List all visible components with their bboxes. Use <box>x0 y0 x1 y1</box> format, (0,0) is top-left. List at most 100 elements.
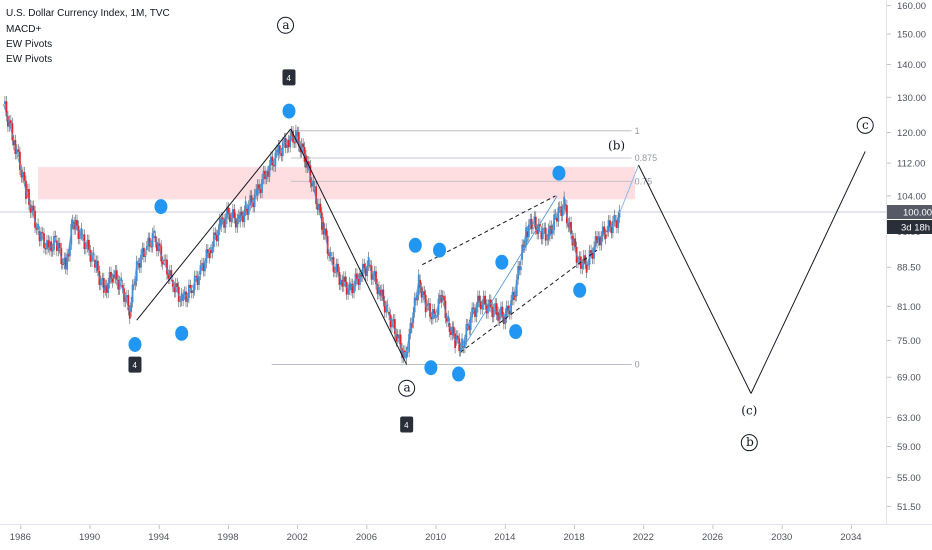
x-tick-label-9: 2022 <box>633 532 654 543</box>
price-bar-190 <box>281 142 284 157</box>
price-bar-166 <box>246 208 249 215</box>
x-tick-label-5: 2006 <box>356 532 377 543</box>
price-bar-5 <box>11 123 14 141</box>
price-bar-122 <box>182 294 185 301</box>
price-bar-214 <box>316 203 319 210</box>
price-bar-141 <box>209 250 212 254</box>
price-bar-250 <box>369 264 371 266</box>
price-bar-171 <box>253 194 256 208</box>
price-bar-89 <box>134 281 137 285</box>
price-bar-420 <box>610 227 613 234</box>
price-bar-21 <box>35 227 38 230</box>
price-bar-174 <box>258 184 260 190</box>
price-bar-359 <box>523 245 526 248</box>
price-bar-288 <box>423 291 426 295</box>
fib-level-label-2: 0.75 <box>635 176 653 186</box>
pivot-tag-box-0 <box>282 69 296 86</box>
price-bar-283 <box>416 294 419 301</box>
price-bar-309 <box>452 326 455 334</box>
price-bar-177 <box>262 170 265 180</box>
price-axis[interactable]: 160.00 150.00 140.00 130.00 120.00 112.00 104.… <box>887 1 926 513</box>
y-tick-label-10: 75.00 <box>897 336 921 347</box>
wave-overlay-line <box>3 103 620 361</box>
price-bar-2 <box>7 116 9 127</box>
price-bar-180 <box>267 171 269 177</box>
price-bar-25 <box>41 232 44 234</box>
price-bar-26 <box>43 233 45 248</box>
price-bar-53 <box>81 234 84 236</box>
price-bar-107 <box>160 245 163 262</box>
price-bar-270 <box>398 334 401 339</box>
price-bar-39 <box>61 263 64 265</box>
price-bar-230 <box>340 279 342 285</box>
price-bar-123 <box>183 291 186 295</box>
y-tick-label-9: 81.00 <box>897 302 921 313</box>
price-bar-409 <box>594 236 597 247</box>
price-bar-191 <box>283 138 286 143</box>
price-bar-426 <box>618 210 621 218</box>
price-bar-23 <box>38 231 41 242</box>
price-bar-232 <box>342 276 345 287</box>
price-bar-387 <box>563 196 566 210</box>
price-bar-260 <box>383 301 386 313</box>
price-bar-32 <box>51 249 54 252</box>
price-bar-272 <box>401 348 403 358</box>
price-bar-329 <box>481 304 484 310</box>
y-tick-label-0: 160.00 <box>897 1 926 12</box>
price-bar-408 <box>593 246 595 259</box>
symbol-title[interactable]: U.S. Dollar Currency Index, 1M, TVC <box>6 8 170 19</box>
price-bar-210 <box>310 182 313 187</box>
y-tick-label-1: 150.00 <box>897 30 926 41</box>
price-bar-268 <box>395 333 398 342</box>
price-bar-377 <box>549 225 551 236</box>
price-bar-243 <box>359 273 361 285</box>
wave-label-5: b <box>746 435 754 449</box>
price-bar-16 <box>28 188 30 205</box>
price-bar-101 <box>151 233 154 248</box>
price-bar-75 <box>114 270 117 279</box>
price-bar-176 <box>261 179 263 193</box>
price-bar-6 <box>12 140 15 146</box>
wave-label-circle-0 <box>277 16 295 34</box>
indicator-macd[interactable]: MACD+ <box>6 24 42 35</box>
price-bar-120 <box>179 301 182 303</box>
price-bar-159 <box>236 218 239 228</box>
price-bar-347 <box>507 305 510 311</box>
price-bar-353 <box>515 279 518 297</box>
x-tick-label-10: 2026 <box>702 532 723 543</box>
price-bar-319 <box>466 324 469 326</box>
price-bar-323 <box>472 307 475 310</box>
indicator-ew-pivots-2[interactable]: EW Pivots <box>6 54 53 65</box>
price-bar-63 <box>96 260 99 271</box>
price-bar-113 <box>168 270 171 279</box>
price-bar-227 <box>335 263 338 273</box>
indicator-ew-pivots-1[interactable]: EW Pivots <box>6 39 53 50</box>
price-bar-84 <box>127 295 130 311</box>
price-bar-290 <box>426 304 429 307</box>
price-bar-179 <box>265 177 268 179</box>
channel-diagonal-line <box>459 195 558 353</box>
price-bar-137 <box>204 263 206 272</box>
price-bar-350 <box>511 292 514 301</box>
price-bar-165 <box>244 201 247 211</box>
price-bar-421 <box>611 221 614 234</box>
price-bar-162 <box>240 211 243 216</box>
price-bar-200 <box>296 132 299 137</box>
price-bar-164 <box>243 210 246 223</box>
fibonacci-levels: 1 0.875 0.75 0 <box>271 126 657 370</box>
wave-label-2: c <box>862 118 869 132</box>
price-bar-308 <box>451 326 454 335</box>
price-bar-118 <box>176 283 179 287</box>
price-bar-73 <box>111 278 114 283</box>
price-bar-153 <box>227 207 230 215</box>
price-bar-397 <box>577 260 579 263</box>
x-tick-label-3: 1998 <box>217 532 238 543</box>
price-bar-117 <box>174 283 177 293</box>
price-bar-13 <box>23 172 26 181</box>
price-bar-209 <box>309 165 312 183</box>
price-bar-238 <box>351 283 354 294</box>
price-bar-220 <box>325 228 328 236</box>
price-bar-133 <box>198 276 200 285</box>
time-axis[interactable]: 1986 1990 1994 1998 2002 2006 2010 2014 2018 2022… <box>10 525 862 543</box>
